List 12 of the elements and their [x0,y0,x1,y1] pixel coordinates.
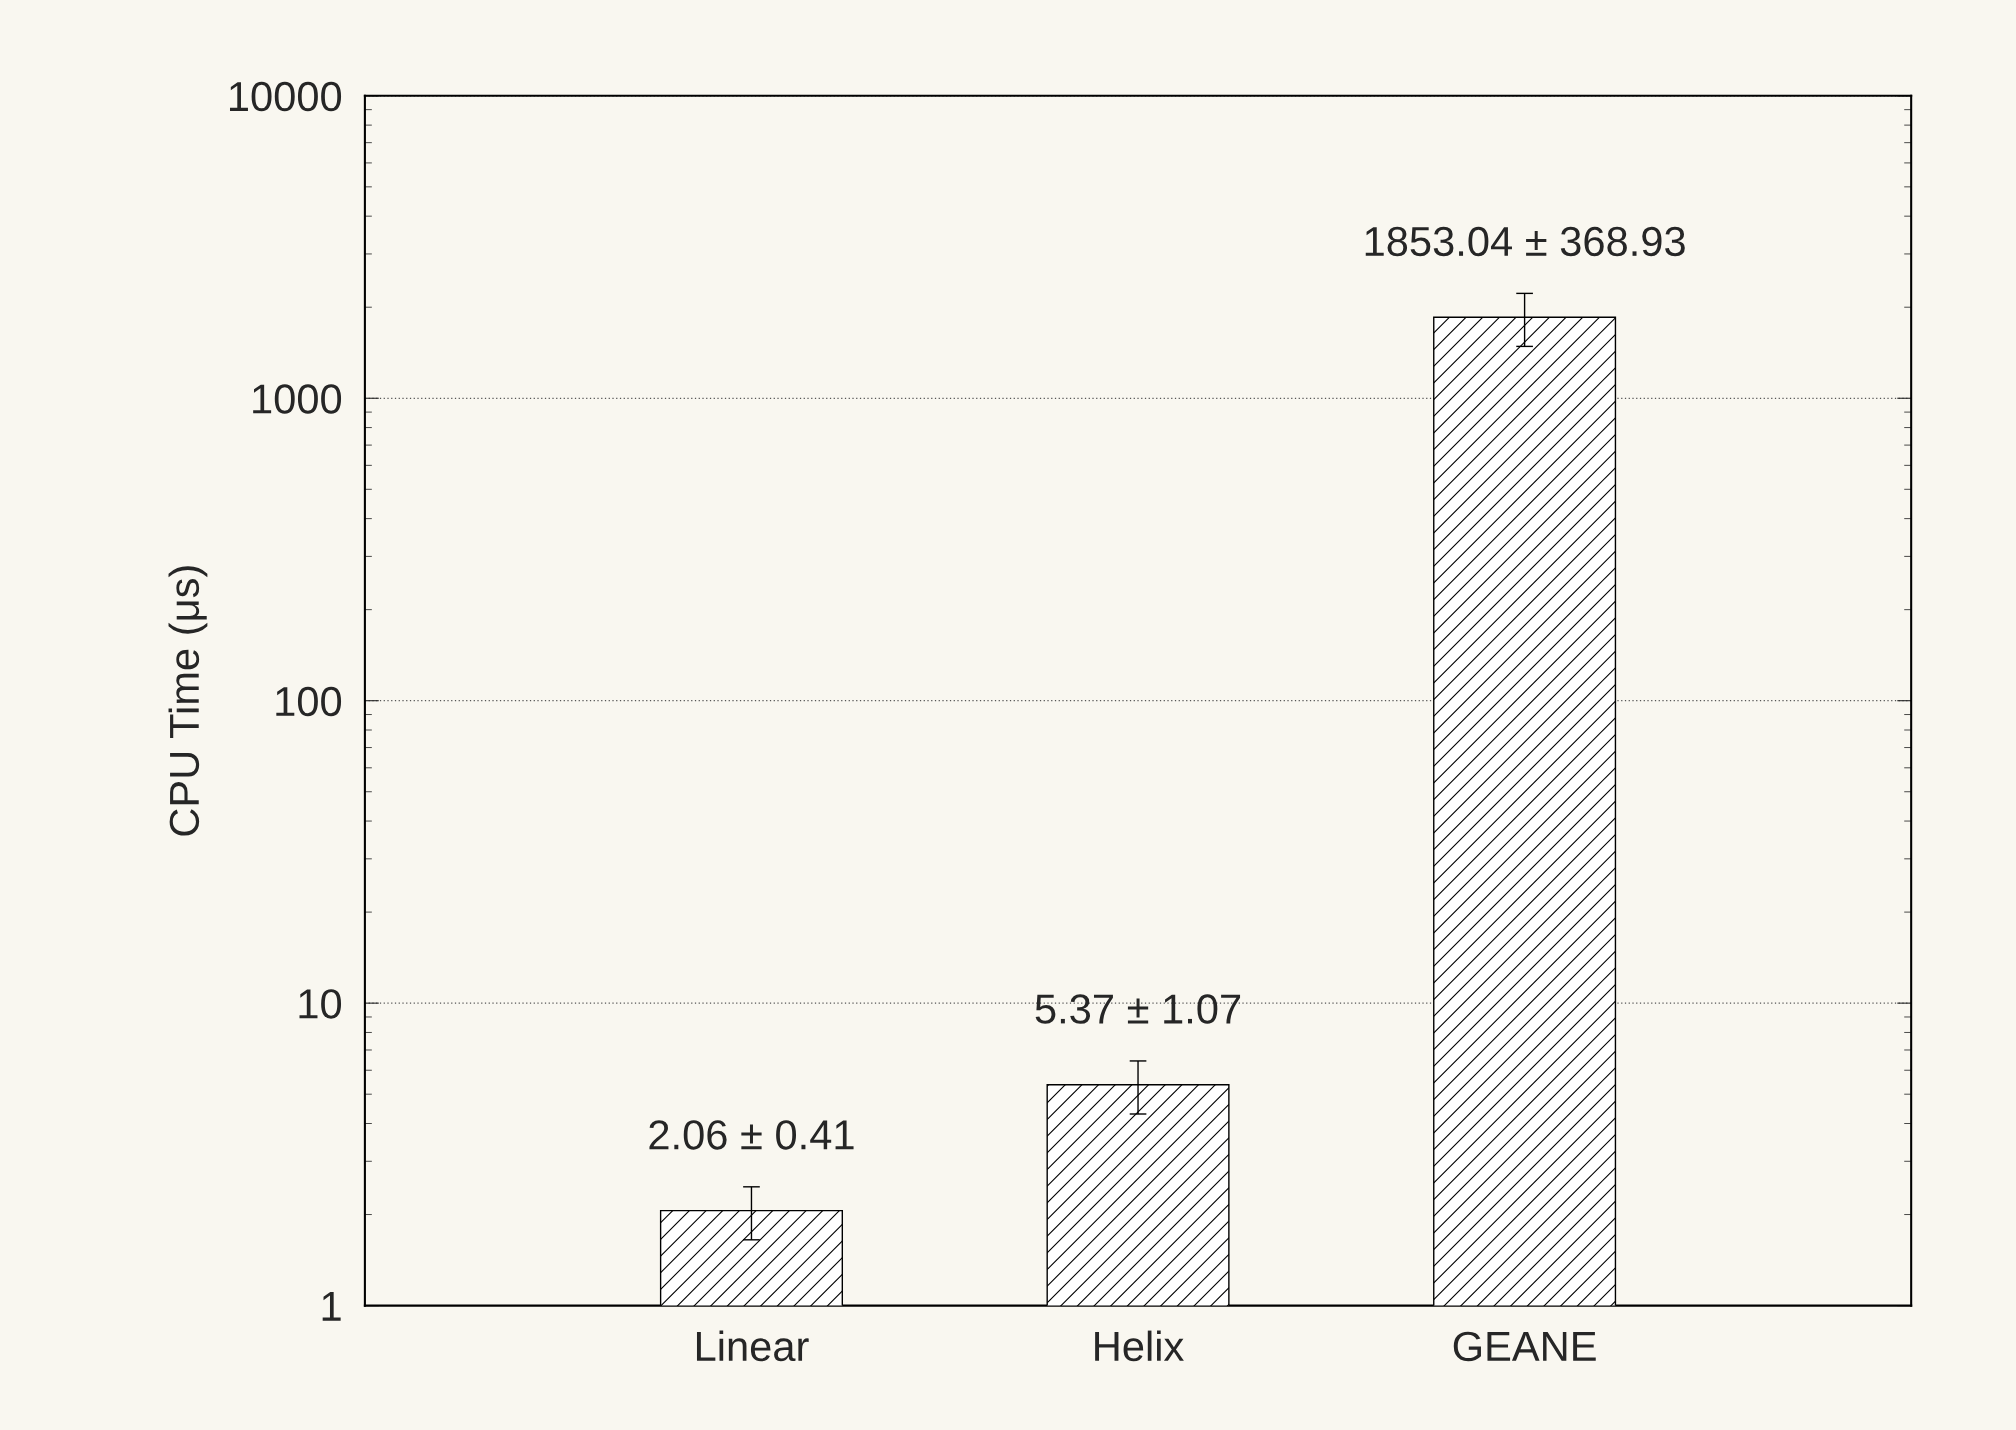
y-tick-label: 10 [299,989,342,1019]
y-tick-label: 1000 [253,384,342,414]
data-label: 2.06 ± 0.41 [649,1120,854,1150]
x-tick-label: Helix [1095,1330,1184,1362]
x-tick-label: GEANE [1453,1331,1596,1362]
data-label: 1853.04 ± 368.93 [1365,226,1685,257]
x-tick-label: Linear [696,1330,809,1362]
y-axis-title: CPU Time (μs) [168,566,208,836]
y-tick-label: 10000 [230,81,342,112]
data-label: 5.37 ± 1.07 [1035,994,1241,1024]
y-tick-label: 100 [276,686,342,717]
y-tick-label: 1 [322,1292,341,1321]
